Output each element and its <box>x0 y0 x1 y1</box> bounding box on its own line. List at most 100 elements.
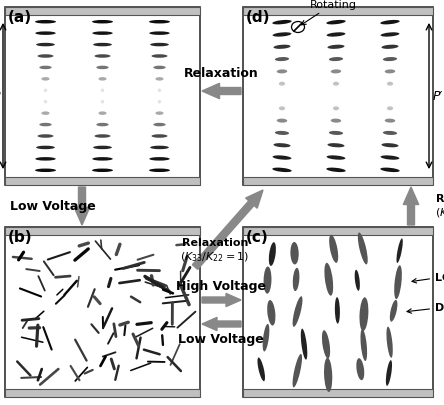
Ellipse shape <box>99 78 107 81</box>
Ellipse shape <box>324 358 332 392</box>
Ellipse shape <box>333 83 339 87</box>
Text: Rotating: Rotating <box>301 0 357 26</box>
Ellipse shape <box>150 44 169 47</box>
Text: Relaxation
$(K_{33}/K_{22}>1)$: Relaxation $(K_{33}/K_{22}>1)$ <box>435 194 444 219</box>
Ellipse shape <box>386 327 393 358</box>
Ellipse shape <box>293 354 302 388</box>
Text: LC: LC <box>412 272 444 283</box>
Ellipse shape <box>35 21 56 24</box>
Bar <box>5 8 200 16</box>
Ellipse shape <box>37 135 53 139</box>
Ellipse shape <box>383 132 397 136</box>
Ellipse shape <box>381 21 400 26</box>
Ellipse shape <box>381 144 399 148</box>
Ellipse shape <box>95 55 111 59</box>
Ellipse shape <box>264 267 271 294</box>
Ellipse shape <box>357 358 364 380</box>
Ellipse shape <box>328 46 345 50</box>
Ellipse shape <box>274 144 290 148</box>
Ellipse shape <box>360 298 369 331</box>
Ellipse shape <box>35 158 56 161</box>
Ellipse shape <box>333 107 339 111</box>
Ellipse shape <box>327 156 345 160</box>
FancyArrow shape <box>74 188 90 226</box>
Bar <box>243 177 433 185</box>
Ellipse shape <box>273 156 291 160</box>
Ellipse shape <box>272 21 292 26</box>
Ellipse shape <box>381 33 400 38</box>
Ellipse shape <box>150 146 169 150</box>
Ellipse shape <box>325 263 333 296</box>
Ellipse shape <box>263 324 270 352</box>
Ellipse shape <box>275 58 289 62</box>
Ellipse shape <box>155 112 163 115</box>
Ellipse shape <box>36 146 55 150</box>
Ellipse shape <box>99 112 107 115</box>
Ellipse shape <box>381 46 399 50</box>
Ellipse shape <box>301 329 307 360</box>
Ellipse shape <box>326 168 346 173</box>
Ellipse shape <box>389 95 391 99</box>
Ellipse shape <box>361 329 367 361</box>
Text: Dye: Dye <box>407 302 444 313</box>
Ellipse shape <box>355 270 360 291</box>
Ellipse shape <box>290 242 299 265</box>
Ellipse shape <box>95 135 111 139</box>
Ellipse shape <box>37 55 53 59</box>
Bar <box>243 389 433 397</box>
Ellipse shape <box>267 300 275 326</box>
Ellipse shape <box>277 119 287 123</box>
Ellipse shape <box>335 95 337 99</box>
Ellipse shape <box>41 112 50 115</box>
Ellipse shape <box>35 169 56 173</box>
Ellipse shape <box>293 296 302 327</box>
Text: Relaxation: Relaxation <box>184 67 258 80</box>
Ellipse shape <box>396 239 403 263</box>
Ellipse shape <box>281 95 283 99</box>
Ellipse shape <box>158 90 161 93</box>
Bar <box>243 8 433 16</box>
FancyArrow shape <box>202 294 241 307</box>
Ellipse shape <box>326 21 346 26</box>
Ellipse shape <box>381 156 400 160</box>
Ellipse shape <box>387 83 393 87</box>
Ellipse shape <box>96 66 109 70</box>
Bar <box>243 228 433 397</box>
Ellipse shape <box>151 135 167 139</box>
Ellipse shape <box>329 235 338 263</box>
FancyArrow shape <box>403 188 419 226</box>
FancyArrow shape <box>202 318 241 331</box>
Ellipse shape <box>92 169 113 173</box>
Ellipse shape <box>101 101 104 104</box>
Ellipse shape <box>149 169 170 173</box>
Ellipse shape <box>155 78 163 81</box>
Ellipse shape <box>93 146 112 150</box>
Bar <box>5 228 200 235</box>
Ellipse shape <box>92 32 113 36</box>
FancyArrow shape <box>202 84 241 100</box>
Text: (c): (c) <box>246 230 269 244</box>
Ellipse shape <box>329 132 343 136</box>
Ellipse shape <box>272 168 292 173</box>
Bar <box>5 177 200 185</box>
Text: High Voltage: High Voltage <box>176 279 266 292</box>
Ellipse shape <box>293 268 299 292</box>
Ellipse shape <box>40 66 52 70</box>
Ellipse shape <box>101 90 104 93</box>
Ellipse shape <box>329 58 343 62</box>
Ellipse shape <box>385 119 395 123</box>
Ellipse shape <box>358 233 368 265</box>
Ellipse shape <box>149 158 170 161</box>
Ellipse shape <box>44 90 47 93</box>
Ellipse shape <box>386 360 392 386</box>
Bar <box>243 8 433 185</box>
Ellipse shape <box>273 33 291 38</box>
Ellipse shape <box>149 21 170 24</box>
Bar <box>5 8 200 185</box>
Ellipse shape <box>36 44 55 47</box>
Ellipse shape <box>322 330 330 359</box>
Text: Low Voltage: Low Voltage <box>178 332 264 345</box>
Ellipse shape <box>394 266 402 299</box>
Ellipse shape <box>387 107 393 111</box>
Ellipse shape <box>44 101 47 104</box>
